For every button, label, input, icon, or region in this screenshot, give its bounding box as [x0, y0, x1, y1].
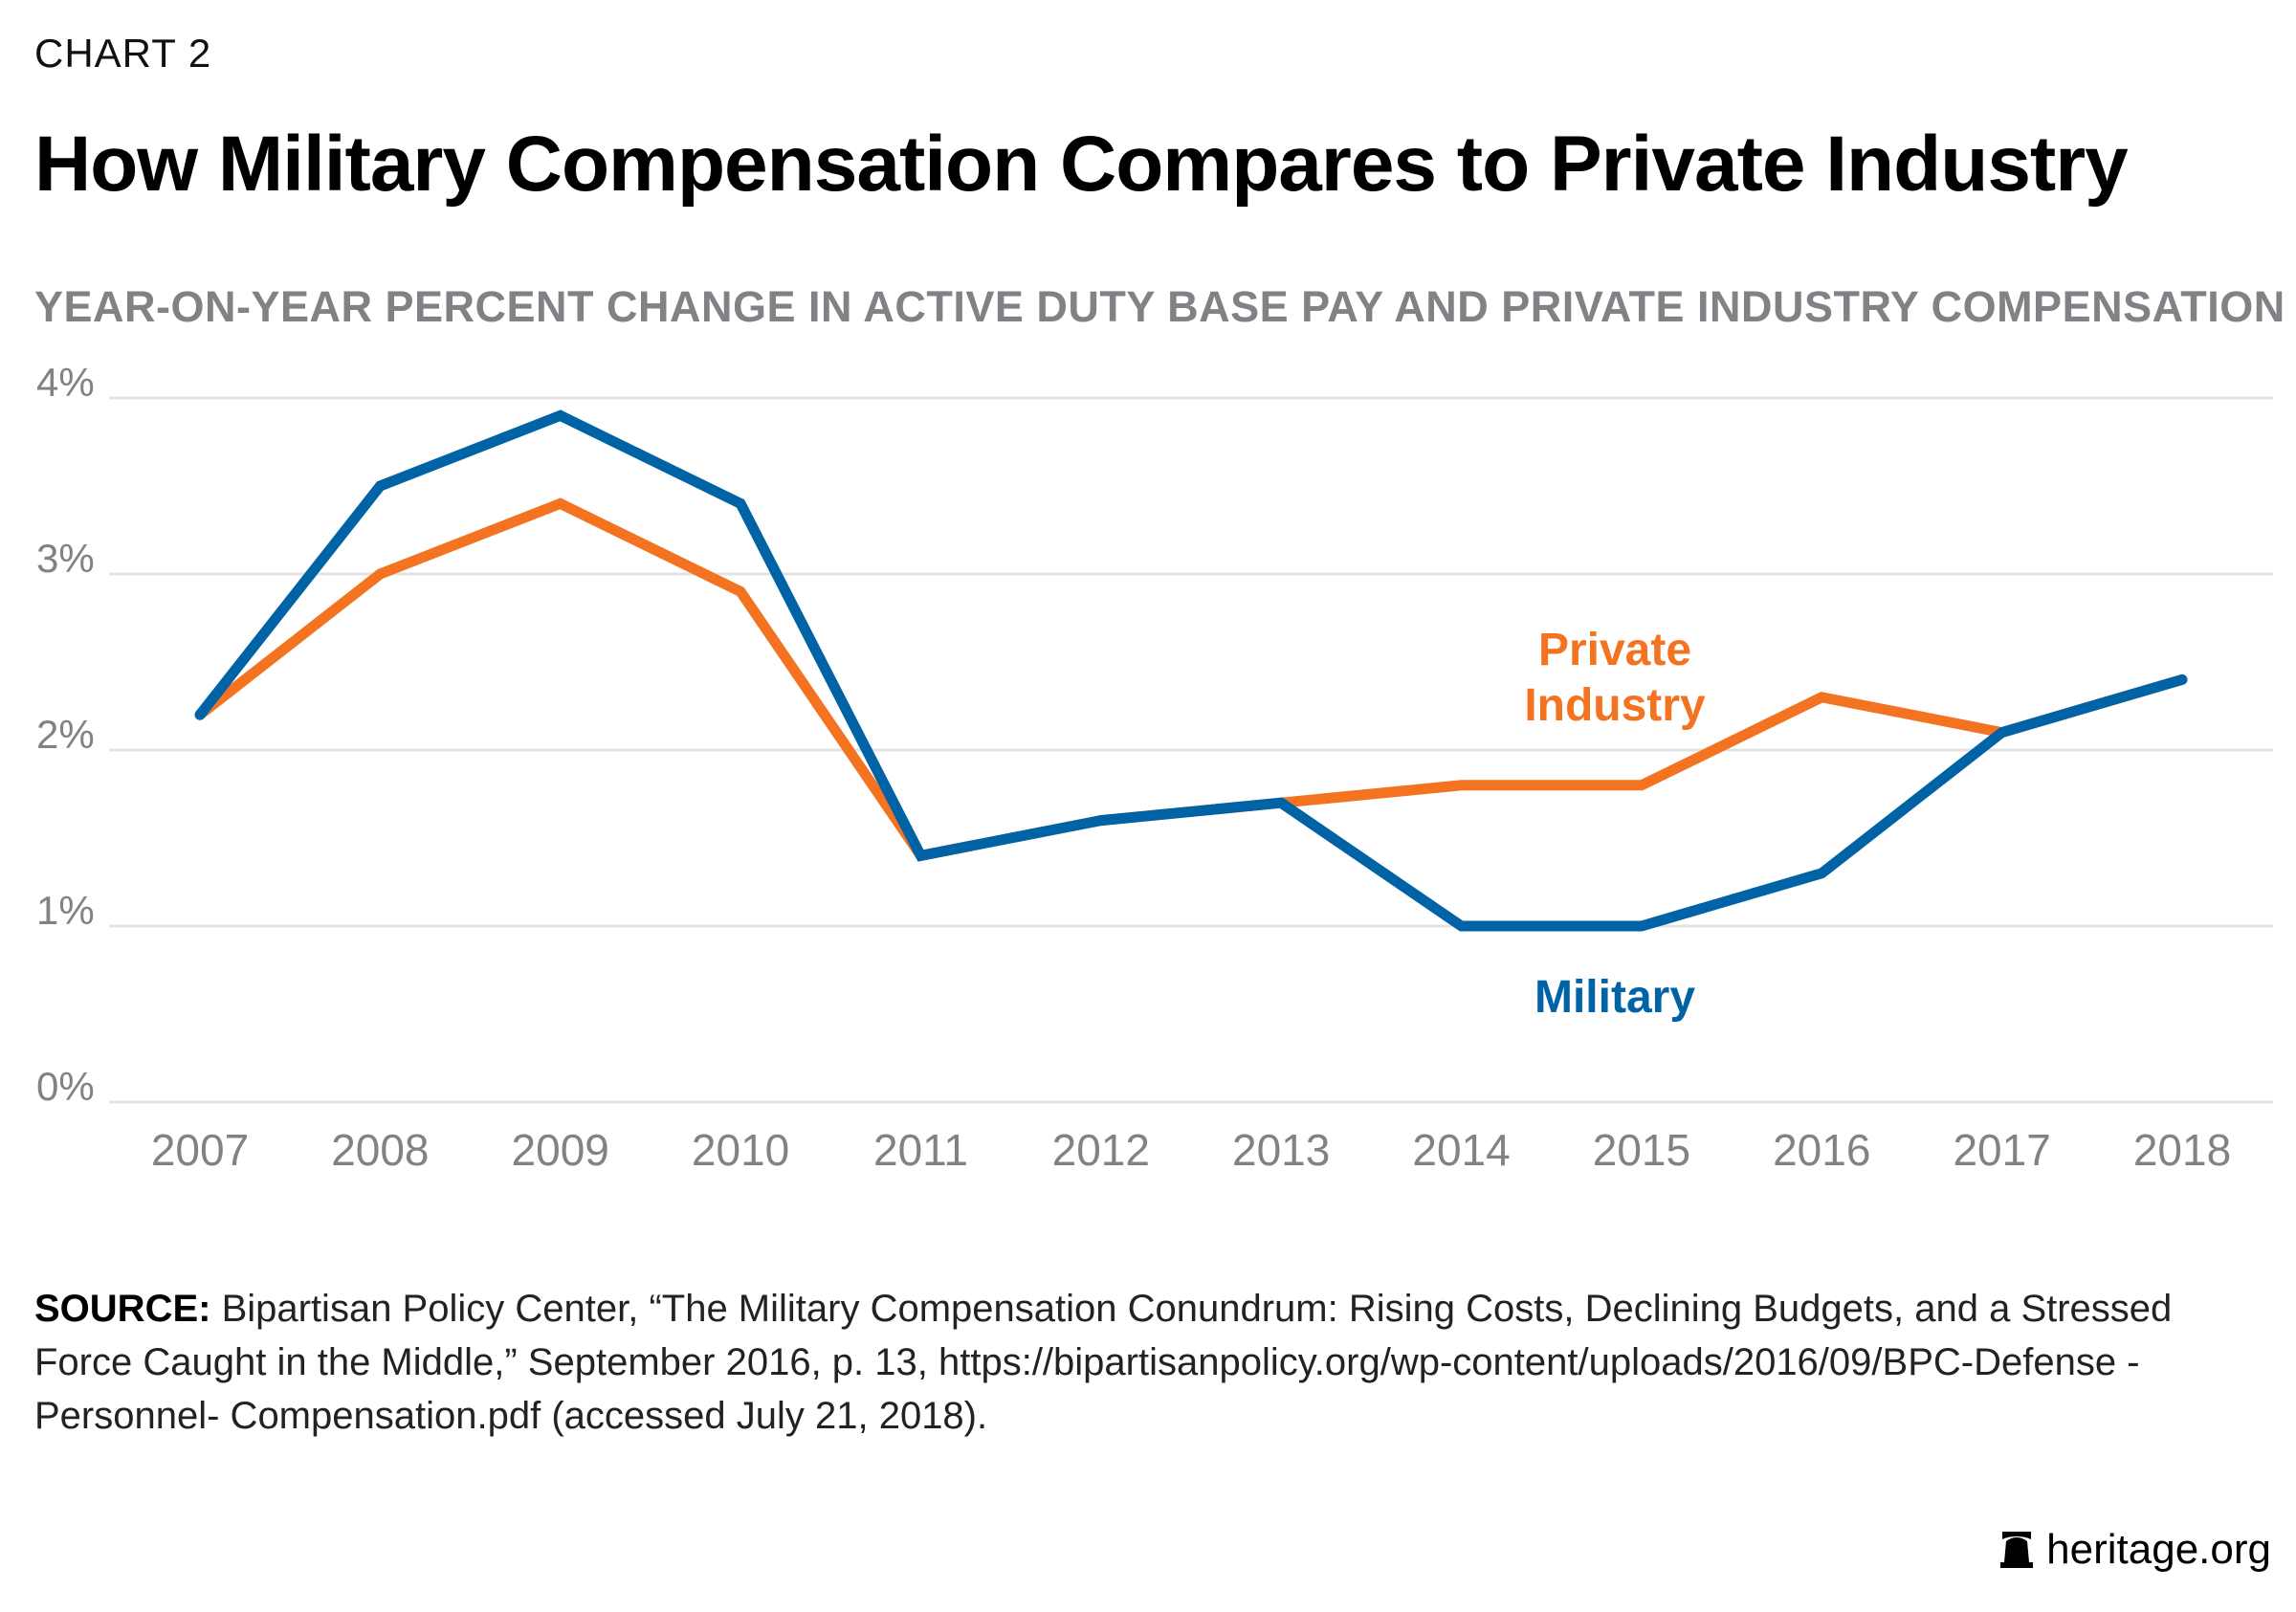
- x-tick-label: 2013: [1232, 1125, 1330, 1175]
- liberty-bell-icon: [2000, 1532, 2034, 1568]
- y-tick-label: 3%: [36, 536, 95, 581]
- military-label: Military: [1534, 972, 1695, 1023]
- chart-title: How Military Compensation Compares to Pr…: [34, 121, 2129, 208]
- x-tick-label: 2011: [873, 1125, 968, 1175]
- source-text: Bipartisan Policy Center, “The Military …: [34, 1288, 2173, 1437]
- x-tick-label: 2010: [692, 1125, 789, 1175]
- gridlines: [109, 396, 2273, 1104]
- x-tick-label: 2016: [1773, 1125, 1870, 1175]
- x-tick-label: 2017: [1953, 1125, 2050, 1175]
- x-tick-label: 2012: [1052, 1125, 1150, 1175]
- x-tick-label: 2018: [2133, 1125, 2231, 1175]
- source-label: SOURCE:: [34, 1288, 211, 1330]
- x-tick-label: 2008: [331, 1125, 429, 1175]
- private-industry-line: [194, 497, 2188, 862]
- chart-eyebrow: CHART 2: [34, 31, 212, 76]
- y-tick-label: 1%: [36, 888, 95, 933]
- y-tick-label: 4%: [36, 360, 95, 405]
- x-axis-ticks: 2007 2008 2009 2010 2011 2012 2013 2014 2015 2016…: [151, 1125, 2231, 1175]
- x-tick-label: 2015: [1593, 1125, 1690, 1175]
- logo-text: heritage.org: [2046, 1526, 2271, 1573]
- private-industry-label: Industry: [1524, 680, 1706, 731]
- y-axis-ticks: 0% 1% 2% 3% 4%: [36, 360, 95, 1109]
- x-tick-label: 2014: [1412, 1125, 1510, 1175]
- x-tick-label: 2009: [512, 1125, 609, 1175]
- y-tick-label: 2%: [36, 712, 95, 757]
- series-lines: [194, 409, 2188, 932]
- x-tick-label: 2007: [151, 1125, 249, 1175]
- heritage-logo: heritage.org: [2000, 1526, 2271, 1574]
- private-industry-label: Private: [1538, 625, 1691, 675]
- y-tick-label: 0%: [36, 1064, 95, 1109]
- line-chart: 0%1%2%3%4% 2007 2008 2009 2010 2011 2012 2013 2…: [36, 360, 2273, 1175]
- source-note: SOURCE: Bipartisan Policy Center, “The M…: [34, 1282, 2273, 1443]
- military-line: [194, 409, 2188, 932]
- chart-subtitle: YEAR-ON-YEAR PERCENT CHANGE IN ACTIVE DU…: [34, 282, 2285, 331]
